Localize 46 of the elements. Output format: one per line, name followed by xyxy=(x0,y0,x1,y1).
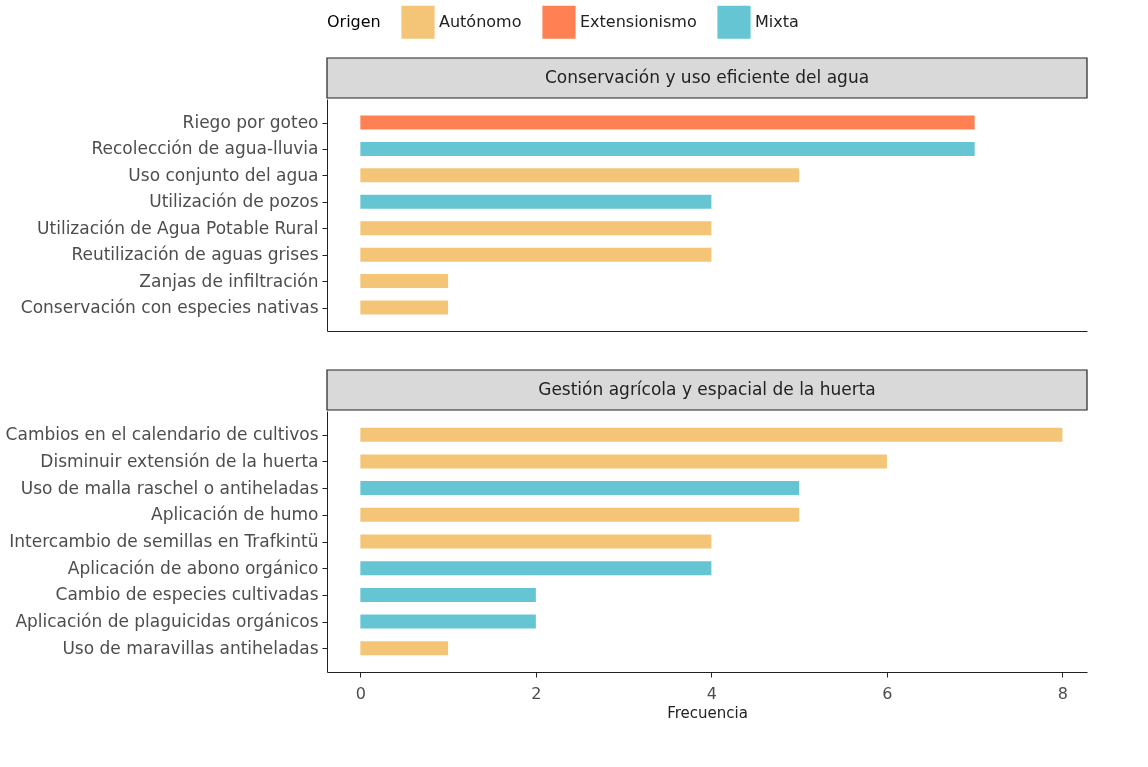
bar xyxy=(360,194,712,209)
bar xyxy=(360,534,712,549)
chart-title: Conservación y uso eficiente del agua xyxy=(544,67,870,87)
y-tick-label: Uso de maravillas antiheladas xyxy=(62,637,319,658)
bar xyxy=(360,247,712,262)
bar xyxy=(360,115,975,130)
y-tick-label: Reutilización de aguas grises xyxy=(71,244,319,265)
bar xyxy=(360,507,800,522)
bar xyxy=(360,168,800,183)
y-tick-label: Intercambio de semillas en Trafkintü xyxy=(9,531,319,551)
bar xyxy=(360,561,712,576)
legend-label: Extensionismo xyxy=(580,12,697,32)
y-tick-label: Utilización de Agua Potable Rural xyxy=(37,217,319,238)
y-tick-label: Riego por goteo xyxy=(182,112,319,132)
legend-label: Autónomo xyxy=(439,12,522,32)
x-tick-label: 8 xyxy=(1057,683,1069,703)
y-tick-label: Cambio de especies cultivadas xyxy=(55,584,319,605)
bar xyxy=(360,481,800,496)
bar xyxy=(360,641,449,656)
y-tick-label: Aplicación de abono orgánico xyxy=(67,557,319,578)
bar xyxy=(360,221,712,236)
bar xyxy=(360,587,536,602)
bar xyxy=(360,300,449,315)
y-tick-label: Aplicación de plaguicidas orgánicos xyxy=(15,611,319,632)
y-tick-label: Uso de malla raschel o antiheladas xyxy=(20,477,319,498)
legend-title: Origen xyxy=(327,12,381,31)
y-tick-label: Zanjas de infiltración xyxy=(139,270,319,291)
bar xyxy=(360,274,449,289)
y-tick-label: Recolección de agua-lluvia xyxy=(91,138,319,159)
y-tick-label: Aplicación de humo xyxy=(151,504,319,525)
bar xyxy=(360,141,975,156)
bar xyxy=(360,427,1063,442)
x-tick-label: 2 xyxy=(531,683,542,703)
x-tick-label: 6 xyxy=(882,683,893,703)
y-tick-label: Cambios en el calendario de cultivos xyxy=(5,424,319,445)
chart-title: Gestión agrícola y espacial de la huerta xyxy=(538,379,876,399)
bar xyxy=(360,454,887,469)
y-tick-label: Uso conjunto del agua xyxy=(128,164,319,185)
y-tick-label: Conservación con especies nativas xyxy=(20,297,319,317)
x-tick-label: 4 xyxy=(706,683,717,703)
y-tick-label: Disminuir extensión de la huerta xyxy=(40,450,319,471)
legend-label: Mixta xyxy=(755,12,799,32)
y-tick-label: Utilización de pozos xyxy=(149,191,319,212)
x-axis-title: Frecuencia xyxy=(667,703,748,722)
bar xyxy=(360,614,536,629)
x-tick-label: 0 xyxy=(355,683,366,703)
